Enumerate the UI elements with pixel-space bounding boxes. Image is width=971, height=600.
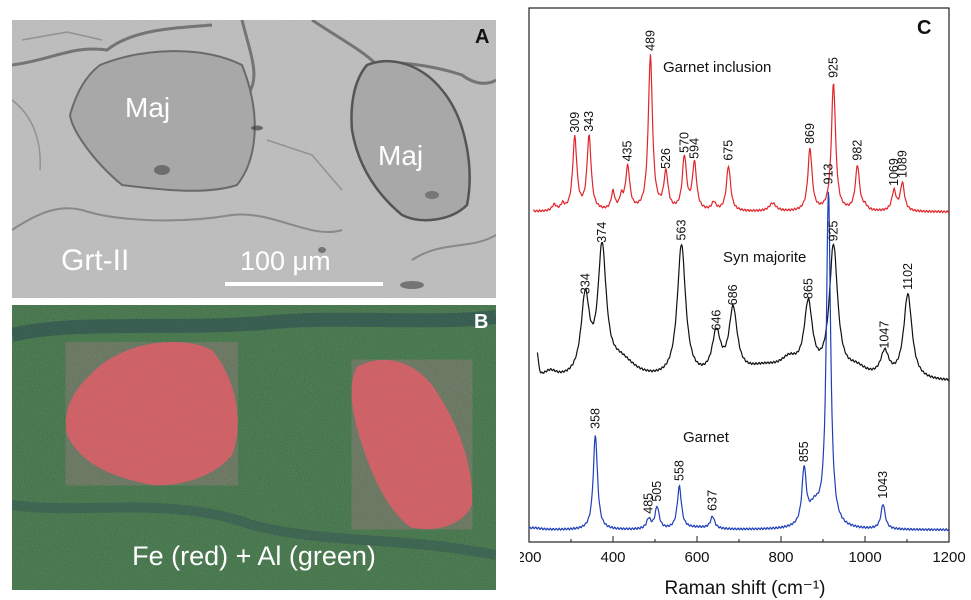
x-tick-label: 1200	[932, 549, 965, 566]
spectrum-line-0	[532, 54, 950, 214]
peak-label: 343	[582, 111, 596, 132]
panel-a-letter: A	[475, 26, 490, 48]
peak-label: 485	[642, 493, 656, 514]
x-tick-label: 400	[600, 549, 625, 566]
peak-label: 675	[722, 140, 736, 161]
panel-c-letter: C	[917, 17, 931, 39]
peak-label: 646	[709, 310, 723, 331]
x-axis-ticks: 200 400 600 800 1000 1200	[520, 536, 966, 566]
maj-label-2: Maj	[378, 140, 424, 171]
peak-label: 563	[674, 220, 688, 241]
x-axis-label: Raman shift (cm⁻¹)	[665, 578, 826, 599]
peak-label: 913	[821, 163, 835, 184]
panel-b-element-map: Fe (red) + Al (green) B	[12, 305, 496, 590]
peak-label: 982	[850, 140, 864, 161]
scale-bar	[225, 282, 383, 286]
peak-label: 505	[650, 481, 664, 502]
peak-label: 489	[643, 30, 657, 51]
series-label-garnet-inclusion: Garnet inclusion	[663, 59, 771, 76]
panel-c-raman-spectra: 200 400 600 800 1000 1200 309 343 435 489 526 570 5…	[520, 0, 971, 600]
peak-label: 855	[797, 441, 811, 462]
spectrum-line-2	[528, 191, 950, 532]
peak-label: 594	[687, 138, 701, 159]
fe-al-map	[12, 305, 496, 590]
element-map-caption: Fe (red) + Al (green)	[132, 541, 376, 571]
peak-label: 925	[827, 57, 841, 78]
peak-label: 570	[677, 132, 691, 153]
peak-label: 869	[803, 123, 817, 144]
peak-label: 358	[588, 408, 602, 429]
peak-label: 686	[726, 284, 740, 305]
majorite-grain-1	[68, 50, 256, 192]
x-tick-label: 800	[768, 549, 793, 566]
spectra	[528, 54, 950, 532]
x-tick-label: 200	[520, 549, 542, 566]
x-tick-label: 1000	[848, 549, 881, 566]
peak-label: 526	[659, 148, 673, 169]
scale-bar-label: 100 μm	[240, 246, 331, 276]
peak-label: 1102	[901, 263, 915, 290]
peak-label: 925	[827, 221, 841, 242]
peak-label: 1089	[895, 150, 909, 178]
raman-chart: 200 400 600 800 1000 1200 309 3434354895265705…	[520, 7, 966, 599]
peak-label: 334	[578, 273, 592, 294]
spectrum-line-1	[536, 241, 950, 382]
panel-b-letter: B	[474, 311, 489, 333]
peak-label: 435	[621, 141, 635, 162]
bse-micrograph	[12, 20, 496, 298]
peak-label: 309	[568, 112, 582, 133]
peak-label: 558	[672, 460, 686, 481]
peak-label: 865	[801, 278, 815, 299]
peak-label: 374	[595, 222, 609, 243]
peak-label: 1047	[878, 321, 892, 349]
peak-label: 1043	[876, 471, 890, 499]
series-label-garnet: Garnet	[683, 429, 730, 446]
series-label-syn-majorite: Syn majorite	[723, 249, 806, 266]
grt-ii-label: Grt-II	[61, 244, 130, 277]
peak-label: 637	[706, 490, 720, 511]
panel-a-bse-image: Maj Maj Grt-II 100 μm A	[12, 20, 496, 298]
maj-label-1: Maj	[125, 92, 171, 123]
majorite-grain-2	[350, 60, 471, 222]
peak-label: 1069	[887, 158, 901, 186]
x-tick-label: 600	[684, 549, 709, 566]
